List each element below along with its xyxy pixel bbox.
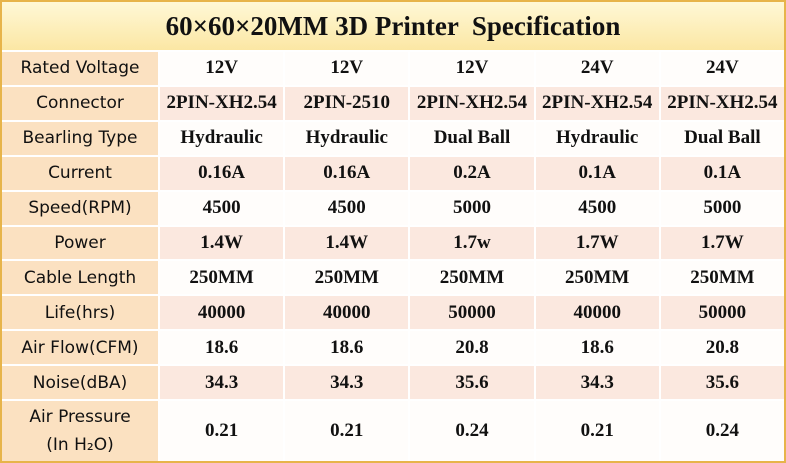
cell: 2PIN-XH2.54 <box>160 86 284 120</box>
cell: 1.4W <box>160 226 284 260</box>
cell: 18.6 <box>285 331 409 365</box>
cell: Hydraulic <box>285 121 409 155</box>
row-label: Bearling Type <box>2 121 158 155</box>
cell: 34.3 <box>535 366 659 399</box>
row-label: Current <box>2 156 158 190</box>
cell: 0.21 <box>285 401 409 461</box>
row-label: Connector <box>2 86 158 120</box>
cell: 0.16A <box>160 156 284 190</box>
cell: 0.21 <box>160 401 284 461</box>
cell: 24V <box>660 52 784 85</box>
cell: 0.21 <box>535 401 659 461</box>
cell: 12V <box>285 52 409 85</box>
cell: 20.8 <box>410 331 534 365</box>
cell: Dual Ball <box>410 121 534 155</box>
cell: 5000 <box>410 191 534 225</box>
cell: 40000 <box>160 296 284 330</box>
cell: 12V <box>160 52 284 85</box>
cell: 40000 <box>285 296 409 330</box>
row-label: Speed(RPM) <box>2 191 158 225</box>
cell: 4500 <box>160 191 284 225</box>
cell: 2PIN-2510 <box>285 86 409 120</box>
cell: 24V <box>535 52 659 85</box>
cell: 250MM <box>285 261 409 295</box>
row-label: Power <box>2 226 158 260</box>
cell: 0.1A <box>535 156 659 190</box>
cell: 250MM <box>660 261 784 295</box>
cell: 1.7w <box>410 226 534 260</box>
cell: 1.4W <box>285 226 409 260</box>
cell: 50000 <box>660 296 784 330</box>
cell: 2PIN-XH2.54 <box>535 86 659 120</box>
cell: 250MM <box>410 261 534 295</box>
row-label-line: Air Pressure <box>29 407 131 427</box>
cell: 34.3 <box>160 366 284 399</box>
row-label: Air Pressure (In H₂O) <box>2 401 158 461</box>
cell: 4500 <box>285 191 409 225</box>
cell: 50000 <box>410 296 534 330</box>
cell: 18.6 <box>535 331 659 365</box>
cell: 2PIN-XH2.54 <box>410 86 534 120</box>
cell: 35.6 <box>660 366 784 399</box>
cell: 250MM <box>160 261 284 295</box>
cell: 12V <box>410 52 534 85</box>
cell: 0.24 <box>410 401 534 461</box>
row-label: Cable Length <box>2 261 158 295</box>
cell: 1.7W <box>660 226 784 260</box>
cell: 5000 <box>660 191 784 225</box>
cell: 250MM <box>535 261 659 295</box>
row-label-line: (In H₂O) <box>46 435 114 455</box>
cell: 0.2A <box>410 156 534 190</box>
cell: 20.8 <box>660 331 784 365</box>
cell: 34.3 <box>285 366 409 399</box>
row-label: Life(hrs) <box>2 296 158 330</box>
table-title: 60×60×20MM 3D Printer Specification <box>2 2 784 50</box>
cell: 0.16A <box>285 156 409 190</box>
cell: 1.7W <box>535 226 659 260</box>
cell: 0.1A <box>660 156 784 190</box>
cell: 4500 <box>535 191 659 225</box>
cell: 0.24 <box>660 401 784 461</box>
row-label: Noise(dBA) <box>2 366 158 399</box>
cell: 40000 <box>535 296 659 330</box>
cell: 35.6 <box>410 366 534 399</box>
cell: Hydraulic <box>160 121 284 155</box>
cell: 18.6 <box>160 331 284 365</box>
cell: Dual Ball <box>660 121 784 155</box>
cell: Hydraulic <box>535 121 659 155</box>
row-label: Rated Voltage <box>2 52 158 85</box>
cell: 2PIN-XH2.54 <box>660 86 784 120</box>
row-label: Air Flow(CFM) <box>2 331 158 365</box>
